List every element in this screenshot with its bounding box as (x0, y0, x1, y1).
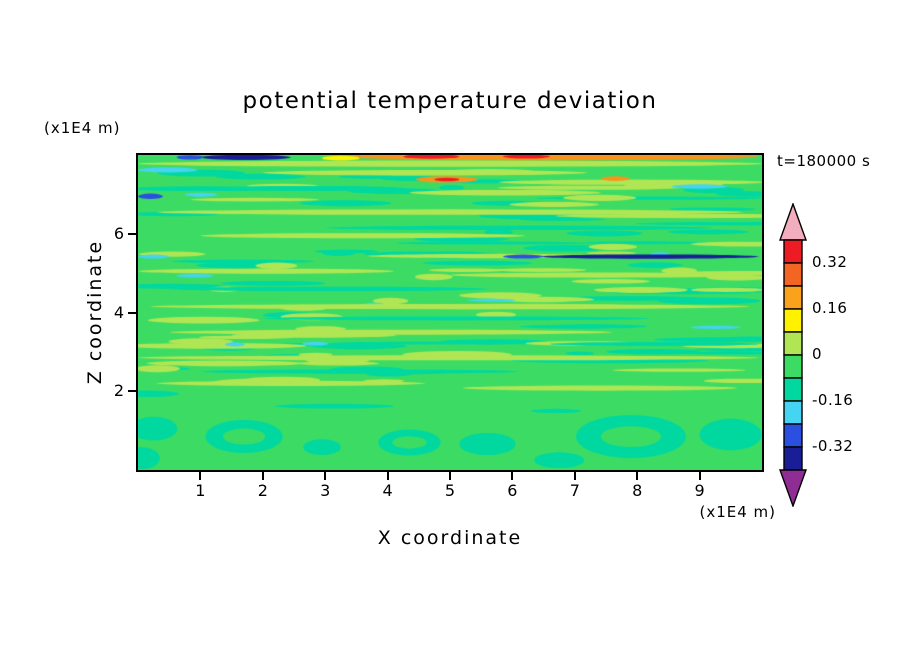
x-axis-tick-label: 6 (507, 481, 518, 500)
colorbar-under-arrow (779, 469, 807, 507)
x-axis-tick-label: 5 (444, 481, 456, 500)
colorbar-over-arrow (779, 203, 807, 241)
z-axis-unit-label: (x1E4 m) (44, 119, 121, 137)
z-axis-tick-label: 4 (113, 302, 124, 322)
z-axis-tick (128, 390, 136, 393)
x-axis-unit-label: (x1E4 m) (699, 503, 776, 521)
z-axis-tick (128, 232, 136, 235)
x-axis-tick (199, 472, 202, 480)
time-annotation: t=180000 s (777, 152, 871, 170)
contour-field-canvas (138, 155, 762, 470)
x-axis-tick-label: 2 (257, 481, 268, 500)
colorbar-segment (783, 423, 803, 448)
colorbar-segment (783, 354, 803, 379)
x-axis-tick (636, 472, 639, 480)
z-axis-tick-label: 6 (113, 223, 124, 243)
x-axis-tick (511, 472, 514, 480)
z-axis-tick-label: 2 (113, 381, 124, 401)
x-axis-tick (449, 472, 451, 480)
x-axis-tick-label: 1 (195, 481, 206, 500)
colorbar-tick-label: 0 (812, 345, 823, 363)
colorbar-tick-label: 0.16 (812, 299, 848, 317)
x-axis-tick-label: 9 (694, 481, 705, 500)
colorbar-tick-label: -0.16 (812, 391, 854, 409)
x-axis-tick (324, 472, 327, 480)
colorbar-segment (783, 400, 803, 425)
x-axis-tick (261, 472, 264, 480)
colorbar-segment (783, 446, 803, 471)
x-axis-tick (386, 472, 389, 480)
colorbar-tick-label: -0.32 (812, 437, 854, 455)
x-axis-tick (698, 472, 701, 480)
x-axis-tick-label: 4 (382, 481, 393, 500)
colorbar-segment (783, 239, 803, 264)
colorbar-segment (783, 262, 803, 287)
plot-frame (136, 153, 764, 472)
colorbar-tick-label: 0.32 (812, 253, 848, 271)
x-axis-tick (573, 472, 576, 480)
z-axis-tick (128, 311, 136, 314)
colorbar (779, 203, 807, 507)
colorbar-segment (783, 377, 803, 402)
colorbar-segment (783, 308, 803, 333)
colorbar-segment (783, 285, 803, 310)
chart-title: potential temperature deviation (242, 88, 658, 114)
x-axis-tick-label: 3 (320, 481, 331, 500)
x-axis-tick-label: 7 (569, 481, 580, 500)
x-axis-label: X coordinate (377, 527, 523, 549)
colorbar-segment (783, 331, 803, 356)
x-axis-tick-label: 8 (632, 481, 643, 500)
